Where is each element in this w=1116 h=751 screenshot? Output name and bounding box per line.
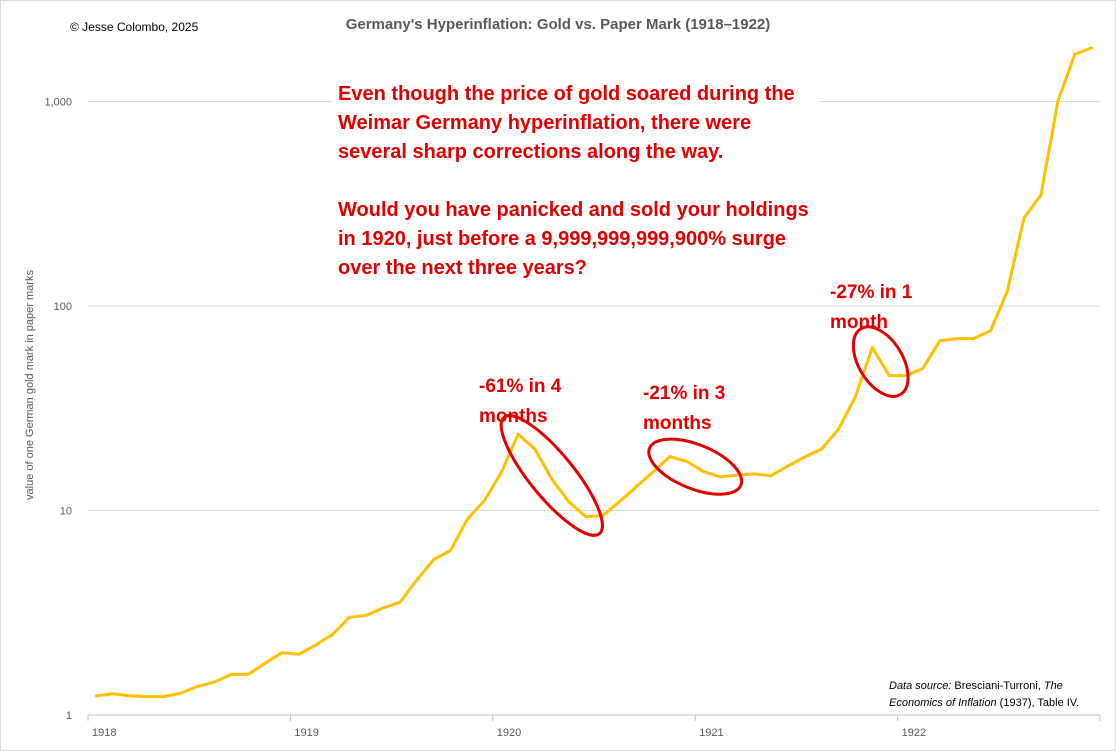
- annotation-label-1: -61% in 4 months: [479, 376, 562, 427]
- correction-ellipse-3: [851, 325, 910, 398]
- x-tick-label-1922: 1922: [902, 727, 926, 739]
- x-tick-label-1920: 1920: [497, 727, 521, 739]
- main-callout: Even though the price of gold soared dur…: [332, 80, 819, 283]
- source-book: The Economics of Inflation: [889, 680, 1063, 709]
- gold-price-series-line: [94, 46, 1094, 699]
- x-tick-label-1918: 1918: [92, 727, 116, 739]
- data-source-note: Data source: Bresciani-Turroni, The Econ…: [889, 678, 1109, 712]
- annotation-label-3: -27% in 1 month: [830, 282, 913, 333]
- y-tick-label-1: 1: [66, 710, 72, 722]
- source-author: Bresciani-Turroni,: [951, 680, 1044, 692]
- x-tick-label-1921: 1921: [699, 727, 723, 739]
- y-axis-label: value of one German gold mark in paper m…: [24, 270, 36, 500]
- y-tick-label-100: 100: [54, 301, 72, 313]
- x-tick-label-1919: 1919: [294, 727, 318, 739]
- y-tick-label-1,000: 1,000: [44, 97, 72, 109]
- source-suffix: (1937), Table IV.: [996, 697, 1080, 709]
- correction-ellipse-1: [499, 414, 604, 537]
- correction-ellipse-2: [647, 437, 744, 496]
- chart-title: Germany's Hyperinflation: Gold vs. Paper…: [345, 16, 771, 33]
- source-prefix: Data source:: [889, 680, 952, 692]
- copyright-text: © Jesse Colombo, 2025: [70, 20, 199, 34]
- annotation-label-2: -21% in 3 months: [643, 383, 726, 434]
- y-tick-label-10: 10: [60, 506, 72, 518]
